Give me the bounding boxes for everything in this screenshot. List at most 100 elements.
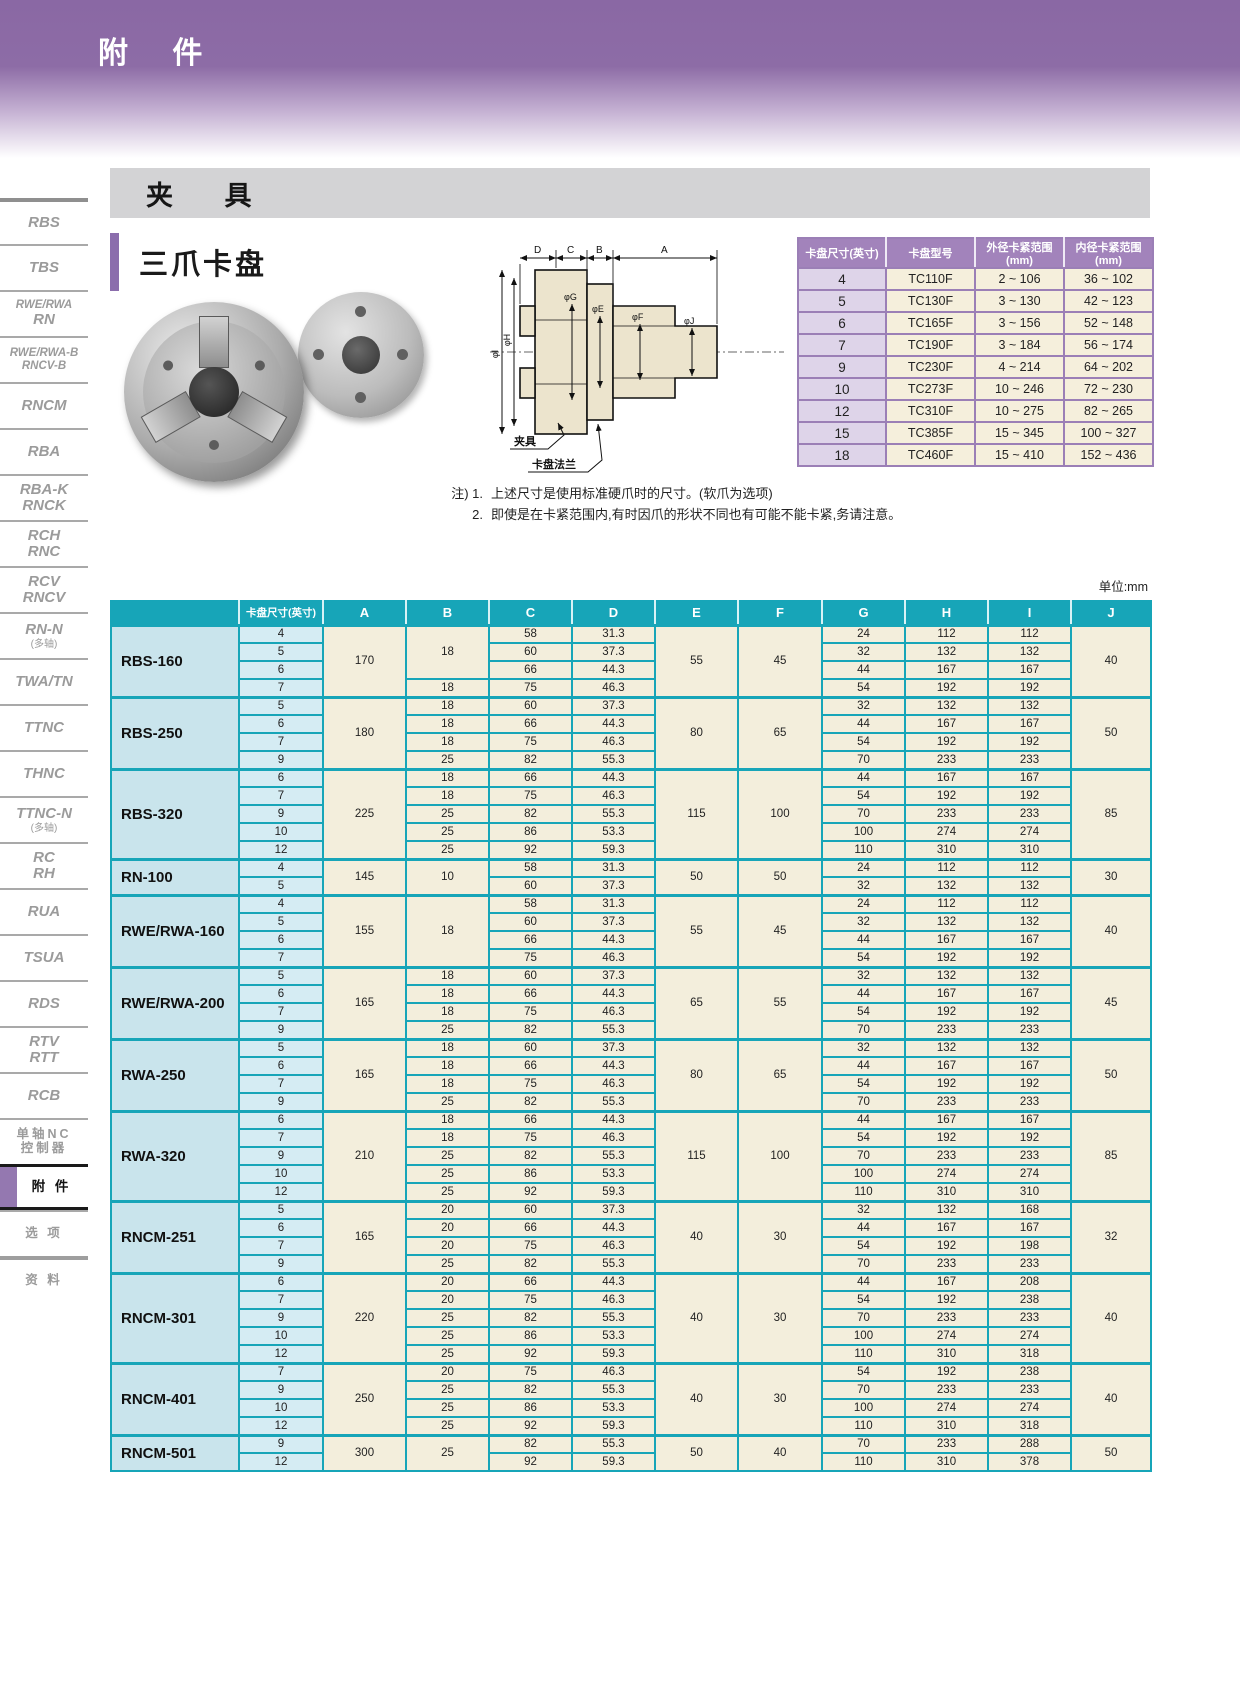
dim-cell-g: 100 [821, 1398, 906, 1418]
dim-cell-c: 86 [488, 1398, 573, 1418]
dim-table-row: 10 25 86 53.3 100 274 274 [111, 1164, 1151, 1184]
dim-table-row: 7 18 75 46.3 54 192 192 [111, 1128, 1151, 1148]
dim-cell-b: 18 [405, 786, 490, 806]
dim-table-row: 7 20 75 46.3 54 192 238 [111, 1290, 1151, 1310]
dim-table-row: 9 25 82 55.3 70 233 233 [111, 1146, 1151, 1166]
sidebar-item-label: RNC [27, 543, 61, 560]
chuck-size-cell: 6 [238, 767, 324, 788]
dim-cell-d: 44.3 [571, 930, 656, 950]
dim-cell-b: 20 [405, 1236, 490, 1256]
dim-cell-h: 112 [904, 623, 989, 644]
dim-cell-g: 70 [821, 1308, 906, 1328]
note-label-2: 2. [472, 507, 483, 523]
dim-table-row: 12 25 92 59.3 110 310 318 [111, 1416, 1151, 1436]
sidebar-item-label: RNCM [21, 396, 67, 414]
dim-cell-f: 65 [737, 1037, 823, 1112]
dim-table-row: 9 25 82 55.3 70 233 233 [111, 1020, 1151, 1040]
dim-cell-g: 100 [821, 1326, 906, 1346]
dim-cell-g: 100 [821, 822, 906, 842]
dim-cell-g: 70 [821, 1433, 906, 1454]
dim-cell-i: 310 [987, 1182, 1072, 1202]
dim-table-row: 10 25 86 53.3 100 274 274 [111, 1398, 1151, 1418]
dim-cell-g: 44 [821, 930, 906, 950]
chuck-size-cell: 10 [238, 1164, 324, 1184]
dim-cell-d: 44.3 [571, 1109, 656, 1130]
chuck-size-cell: 5 [238, 1037, 324, 1058]
dim-cell-f: 45 [737, 893, 823, 968]
dim-cell-g: 110 [821, 840, 906, 860]
sidebar-item-tsua: TSUA [0, 934, 88, 980]
dim-cell-i: 132 [987, 642, 1072, 662]
dim-cell-d: 59.3 [571, 840, 656, 860]
dim-table-row: 7 18 75 46.3 54 192 192 [111, 678, 1151, 698]
chuck-size-cell: 6 [238, 930, 324, 950]
dim-cell-g: 54 [821, 786, 906, 806]
dim-cell-i: 112 [987, 623, 1072, 644]
product-name-cell: RBS-160 [110, 623, 240, 698]
spec-table-row: 6 TC165F 3 ~ 156 52 ~ 148 [797, 311, 1154, 335]
dim-cell-i: 198 [987, 1236, 1072, 1256]
dim-cell-g: 32 [821, 642, 906, 662]
dim-cell-i: 112 [987, 857, 1072, 878]
dim-cell-h: 310 [904, 1416, 989, 1436]
sidebar-item-label: RDS [28, 994, 60, 1012]
chuck-size-cell: 6 [238, 1056, 324, 1076]
chuck-size-cell: 9 [238, 750, 324, 770]
flange-center-hole [342, 336, 380, 374]
dim-cell-a: 165 [322, 1037, 407, 1112]
dim-cell-f: 30 [737, 1271, 823, 1364]
dim-label-d: D [534, 245, 541, 256]
dim-table-row: 12 25 92 59.3 110 310 310 [111, 840, 1151, 860]
dim-cell-d: 55.3 [571, 1308, 656, 1328]
dim-column-header: C [489, 600, 573, 626]
dim-cell-b: 25 [405, 1398, 490, 1418]
dim-cell-j: 30 [1070, 857, 1152, 896]
chuck-spec-table: 卡盘尺寸(英寸) 卡盘型号 外径卡紧范围(mm) 内径卡紧范围(mm) 4 TC110F 2… [797, 237, 1154, 467]
dim-cell-j: 85 [1070, 1109, 1152, 1202]
dim-cell-b: 18 [405, 984, 490, 1004]
dim-cell-i: 288 [987, 1433, 1072, 1454]
dim-column-header: I [988, 600, 1072, 626]
spec-cell: 15 ~ 410 [974, 443, 1065, 467]
dim-table-row: 6 20 66 44.3 44 167 167 [111, 1218, 1151, 1238]
chuck-photo [124, 302, 304, 482]
product-name-cell: RNCM-501 [110, 1433, 240, 1472]
dim-cell-b: 18 [405, 767, 490, 788]
dim-cell-g: 32 [821, 1037, 906, 1058]
dim-cell-j: 40 [1070, 1271, 1152, 1364]
dim-table-row: RWE/RWA-160 4 155 18 58 31.3 55 45 24 112 112 40 [110, 893, 1152, 968]
dim-cell-g: 44 [821, 1056, 906, 1076]
spec-cell: 7 [797, 333, 887, 357]
dim-cell-d: 37.3 [571, 695, 656, 716]
sidebar-item-label: TTNC-N [16, 805, 72, 823]
product-name-cell: RBS-250 [110, 695, 240, 770]
chuck-size-cell: 7 [238, 678, 324, 698]
dim-cell-g: 110 [821, 1416, 906, 1436]
dim-cell-b: 20 [405, 1218, 490, 1238]
dim-column-header: D [572, 600, 656, 626]
sidebar-item-rba: RBA [0, 428, 88, 474]
dim-cell-b: 18 [405, 1109, 490, 1130]
dim-cell-b: 20 [405, 1199, 490, 1220]
subsection-title: 三爪卡盘 [139, 249, 268, 281]
chuck-size-cell: 9 [238, 1308, 324, 1328]
dim-cell-c: 66 [488, 660, 573, 680]
dim-cell-g: 54 [821, 1074, 906, 1094]
dim-cell-b: 18 [405, 732, 490, 752]
spec-cell: TC110F [885, 267, 976, 291]
dim-cell-b: 25 [405, 1146, 490, 1166]
dim-cell-i: 167 [987, 1056, 1072, 1076]
product-name-cell: RN-100 [110, 857, 240, 896]
dim-cell-i: 132 [987, 965, 1072, 986]
dim-cell-d: 59.3 [571, 1182, 656, 1202]
sidebar-item-rch: RCH RNC [0, 520, 88, 566]
dim-cell-d: 44.3 [571, 984, 656, 1004]
dim-cell-d: 37.3 [571, 912, 656, 932]
dim-cell-c: 82 [488, 1146, 573, 1166]
dim-cell-c: 92 [488, 1416, 573, 1436]
dim-cell-h: 132 [904, 1037, 989, 1058]
spec-cell: 56 ~ 174 [1063, 333, 1154, 357]
product-name-cell: RWA-320 [110, 1109, 240, 1202]
dim-cell-h: 192 [904, 1236, 989, 1256]
dim-cell-c: 75 [488, 948, 573, 968]
